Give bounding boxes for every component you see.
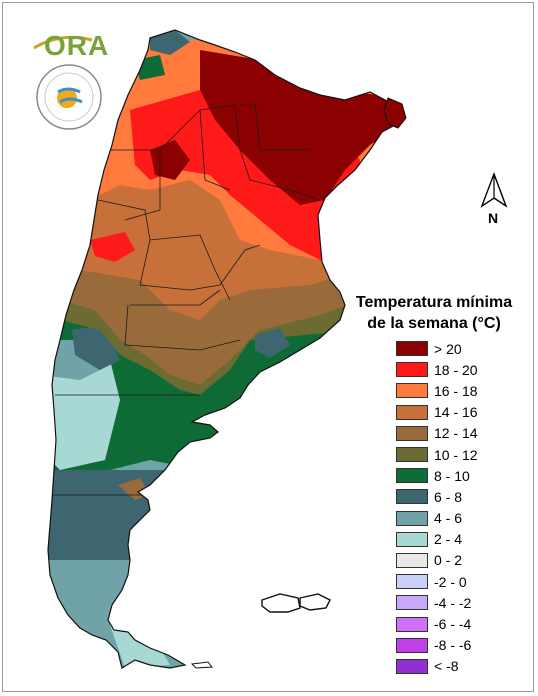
legend-label: -8 - -6 (434, 637, 472, 654)
north-label: N (488, 210, 499, 226)
legend-label: 12 - 14 (434, 425, 478, 442)
ora-logo: ORA (30, 26, 110, 61)
legend-swatch (396, 552, 428, 568)
legend-swatch (396, 637, 428, 653)
legend-swatch (396, 447, 428, 463)
legend-label: 16 - 18 (434, 382, 478, 399)
legend-item: 12 - 14 (396, 423, 478, 444)
legend-label: < -8 (434, 658, 459, 675)
legend-swatch (396, 510, 428, 526)
legend-swatch (396, 341, 428, 357)
legend-item: 4 - 6 (396, 508, 478, 529)
legend-label: 10 - 12 (434, 446, 478, 463)
legend-item: -8 - -6 (396, 635, 478, 656)
legend-label: -4 - -2 (434, 594, 472, 611)
legend-label: 14 - 16 (434, 404, 478, 421)
legend-item: -4 - -2 (396, 592, 478, 613)
legend-swatch (396, 658, 428, 674)
smn-logo (34, 62, 104, 132)
legend-label: 18 - 20 (434, 361, 478, 378)
legend-label: -6 - -4 (434, 616, 472, 633)
legend-label: > 20 (434, 340, 462, 357)
legend-label: 8 - 10 (434, 467, 470, 484)
legend-swatch (396, 595, 428, 611)
legend-swatch (396, 489, 428, 505)
ora-logo-text: ORA (44, 30, 110, 61)
legend-item: 16 - 18 (396, 380, 478, 401)
legend-label: -2 - 0 (434, 573, 467, 590)
legend-item: 8 - 10 (396, 465, 478, 486)
legend-label: 6 - 8 (434, 488, 463, 505)
legend-swatch (396, 616, 428, 632)
legend-item: -2 - 0 (396, 571, 478, 592)
legend-item: -6 - -4 (396, 613, 478, 634)
legend-title-line2: de la semana (°C) (367, 315, 501, 332)
legend-label: 2 - 4 (434, 531, 463, 548)
legend-item: 2 - 4 (396, 529, 478, 550)
legend-item: > 20 (396, 338, 478, 359)
legend-title-line1: Temperatura mínima (355, 294, 513, 311)
legend-items: > 20 18 - 20 16 - 18 14 - 16 12 - 14 10 - 12 8… (396, 338, 478, 677)
legend-label: 4 - 6 (434, 510, 463, 527)
legend-item: 14 - 16 (396, 402, 478, 423)
legend: Temperatura mínima de la semana (°C) > 2… (344, 292, 524, 674)
legend-swatch (396, 404, 428, 420)
legend-item: 18 - 20 (396, 359, 478, 380)
legend-swatch (396, 362, 428, 378)
legend-item: 6 - 8 (396, 486, 478, 507)
north-arrow: N (478, 172, 510, 232)
legend-item: 10 - 12 (396, 444, 478, 465)
legend-label: 0 - 2 (434, 552, 463, 569)
malvinas-islands (261, 593, 331, 613)
legend-swatch (396, 383, 428, 399)
legend-item: 0 - 2 (396, 550, 478, 571)
legend-swatch (396, 531, 428, 547)
legend-swatch (396, 468, 428, 484)
legend-item: < -8 (396, 656, 478, 677)
legend-swatch (396, 574, 428, 590)
legend-swatch (396, 425, 428, 441)
